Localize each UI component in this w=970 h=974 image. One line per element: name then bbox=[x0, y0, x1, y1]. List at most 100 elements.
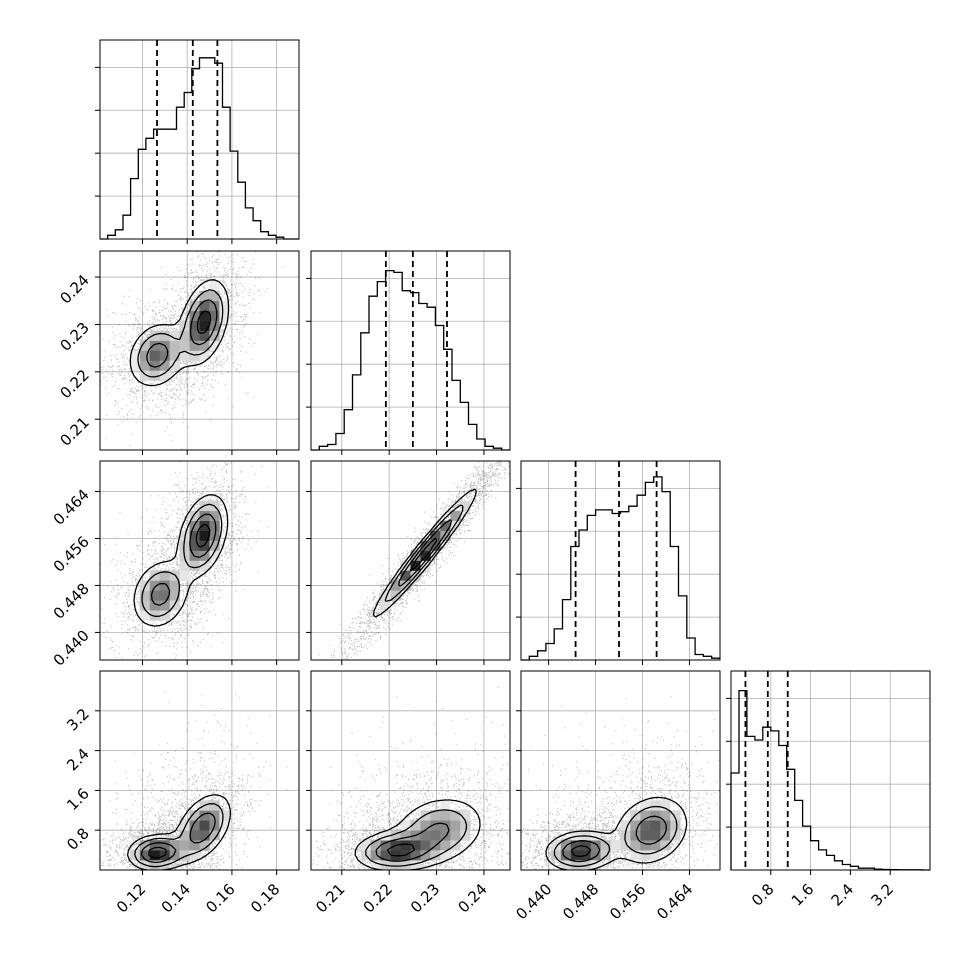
contour-line bbox=[146, 299, 218, 368]
density-cell bbox=[159, 360, 170, 371]
density-cell bbox=[410, 850, 421, 861]
x-tick-label: 0.12 bbox=[113, 880, 149, 916]
y-tick-label: 2.4 bbox=[63, 745, 93, 775]
density-cell bbox=[600, 840, 611, 851]
contour-line bbox=[148, 846, 167, 859]
contour-line bbox=[409, 537, 438, 572]
density-cell bbox=[169, 330, 180, 341]
density-cell bbox=[199, 350, 210, 361]
density-cell bbox=[149, 350, 160, 361]
panel-1-0 bbox=[95, 250, 300, 455]
density-cell bbox=[169, 590, 180, 601]
y-tick-label: 0.8 bbox=[63, 824, 93, 854]
panel-3-2 bbox=[516, 670, 721, 875]
panel-border bbox=[520, 670, 721, 871]
density-cell bbox=[189, 850, 200, 861]
density-cell bbox=[199, 830, 210, 841]
panel-border bbox=[310, 460, 511, 661]
density-cell bbox=[630, 850, 641, 861]
density-cell bbox=[219, 300, 230, 311]
density-cell bbox=[560, 860, 572, 870]
density-cell bbox=[380, 850, 391, 861]
density-cell bbox=[189, 840, 200, 851]
contour-line bbox=[571, 845, 592, 858]
contour-line bbox=[562, 815, 667, 863]
density-cell bbox=[440, 830, 451, 841]
x-tick-label: 0.14 bbox=[158, 880, 194, 916]
panel-content bbox=[100, 691, 289, 870]
density-cell bbox=[650, 810, 661, 821]
panel-border bbox=[310, 670, 511, 871]
density-cell bbox=[209, 310, 220, 321]
density-cell bbox=[159, 590, 170, 601]
contour-line bbox=[372, 488, 477, 618]
hist-panel-0 bbox=[95, 39, 300, 244]
density-cell bbox=[430, 810, 441, 821]
density-cell bbox=[139, 610, 151, 621]
hist-panel-3 bbox=[726, 670, 931, 875]
density-cell bbox=[159, 570, 170, 581]
density-cell bbox=[570, 850, 581, 861]
panel-border bbox=[310, 250, 511, 451]
density-cell bbox=[420, 840, 431, 851]
density-cell bbox=[450, 820, 461, 831]
density-cell bbox=[610, 840, 621, 851]
density-cell bbox=[450, 510, 461, 521]
density-cell bbox=[209, 290, 220, 302]
density-cell bbox=[640, 810, 651, 821]
y-tick-label: 0.440 bbox=[50, 627, 93, 670]
density-cell bbox=[410, 560, 421, 571]
density-cell bbox=[149, 600, 160, 611]
density-cell bbox=[380, 600, 391, 611]
contour-line bbox=[384, 504, 464, 602]
density-cell bbox=[209, 340, 220, 351]
panel-border bbox=[520, 460, 721, 661]
density-cell bbox=[370, 840, 381, 851]
density-cell bbox=[430, 530, 441, 541]
density-cell bbox=[430, 850, 441, 861]
histogram-step bbox=[100, 57, 299, 240]
density-cell bbox=[410, 860, 421, 870]
density-cell bbox=[640, 820, 651, 831]
contour-line bbox=[129, 279, 230, 387]
y-tick-label: 0.23 bbox=[56, 319, 92, 355]
density-cell bbox=[149, 610, 160, 621]
density-cell bbox=[209, 800, 220, 811]
density-cell bbox=[189, 300, 200, 311]
density-cell bbox=[179, 340, 190, 351]
y-tick-label: 0.24 bbox=[56, 271, 92, 307]
density-cell bbox=[400, 570, 411, 581]
density-cell bbox=[139, 360, 151, 371]
density-cell bbox=[430, 540, 441, 551]
density-cell bbox=[199, 810, 210, 821]
density-cell bbox=[169, 360, 180, 371]
panel-border bbox=[99, 39, 300, 240]
density-cell bbox=[390, 830, 401, 841]
y-tick-label: 3.2 bbox=[63, 705, 93, 735]
y-tick-label: 0.448 bbox=[50, 580, 93, 623]
density-cell bbox=[179, 840, 190, 851]
density-cell bbox=[630, 820, 641, 831]
density-cell bbox=[129, 350, 141, 361]
density-cell bbox=[620, 840, 631, 851]
panel-3-1 bbox=[306, 670, 511, 875]
y-tick-label: 0.22 bbox=[56, 366, 92, 402]
x-tick-label: 2.4 bbox=[828, 880, 858, 910]
density-cell bbox=[420, 540, 431, 551]
density-cell bbox=[640, 850, 651, 861]
contour-line bbox=[545, 796, 688, 870]
density-cell bbox=[149, 590, 160, 601]
density-cell bbox=[670, 810, 681, 821]
density-cell bbox=[139, 340, 151, 351]
density-cell bbox=[570, 830, 581, 841]
density-cell bbox=[670, 820, 681, 831]
density-cell bbox=[199, 320, 210, 331]
panel-2-1 bbox=[306, 460, 511, 665]
density-cell bbox=[440, 820, 451, 831]
density-cell bbox=[149, 360, 160, 371]
density-cell bbox=[199, 340, 210, 351]
density-cell bbox=[370, 850, 381, 861]
density-cell bbox=[620, 820, 631, 831]
density-cell bbox=[199, 330, 210, 341]
